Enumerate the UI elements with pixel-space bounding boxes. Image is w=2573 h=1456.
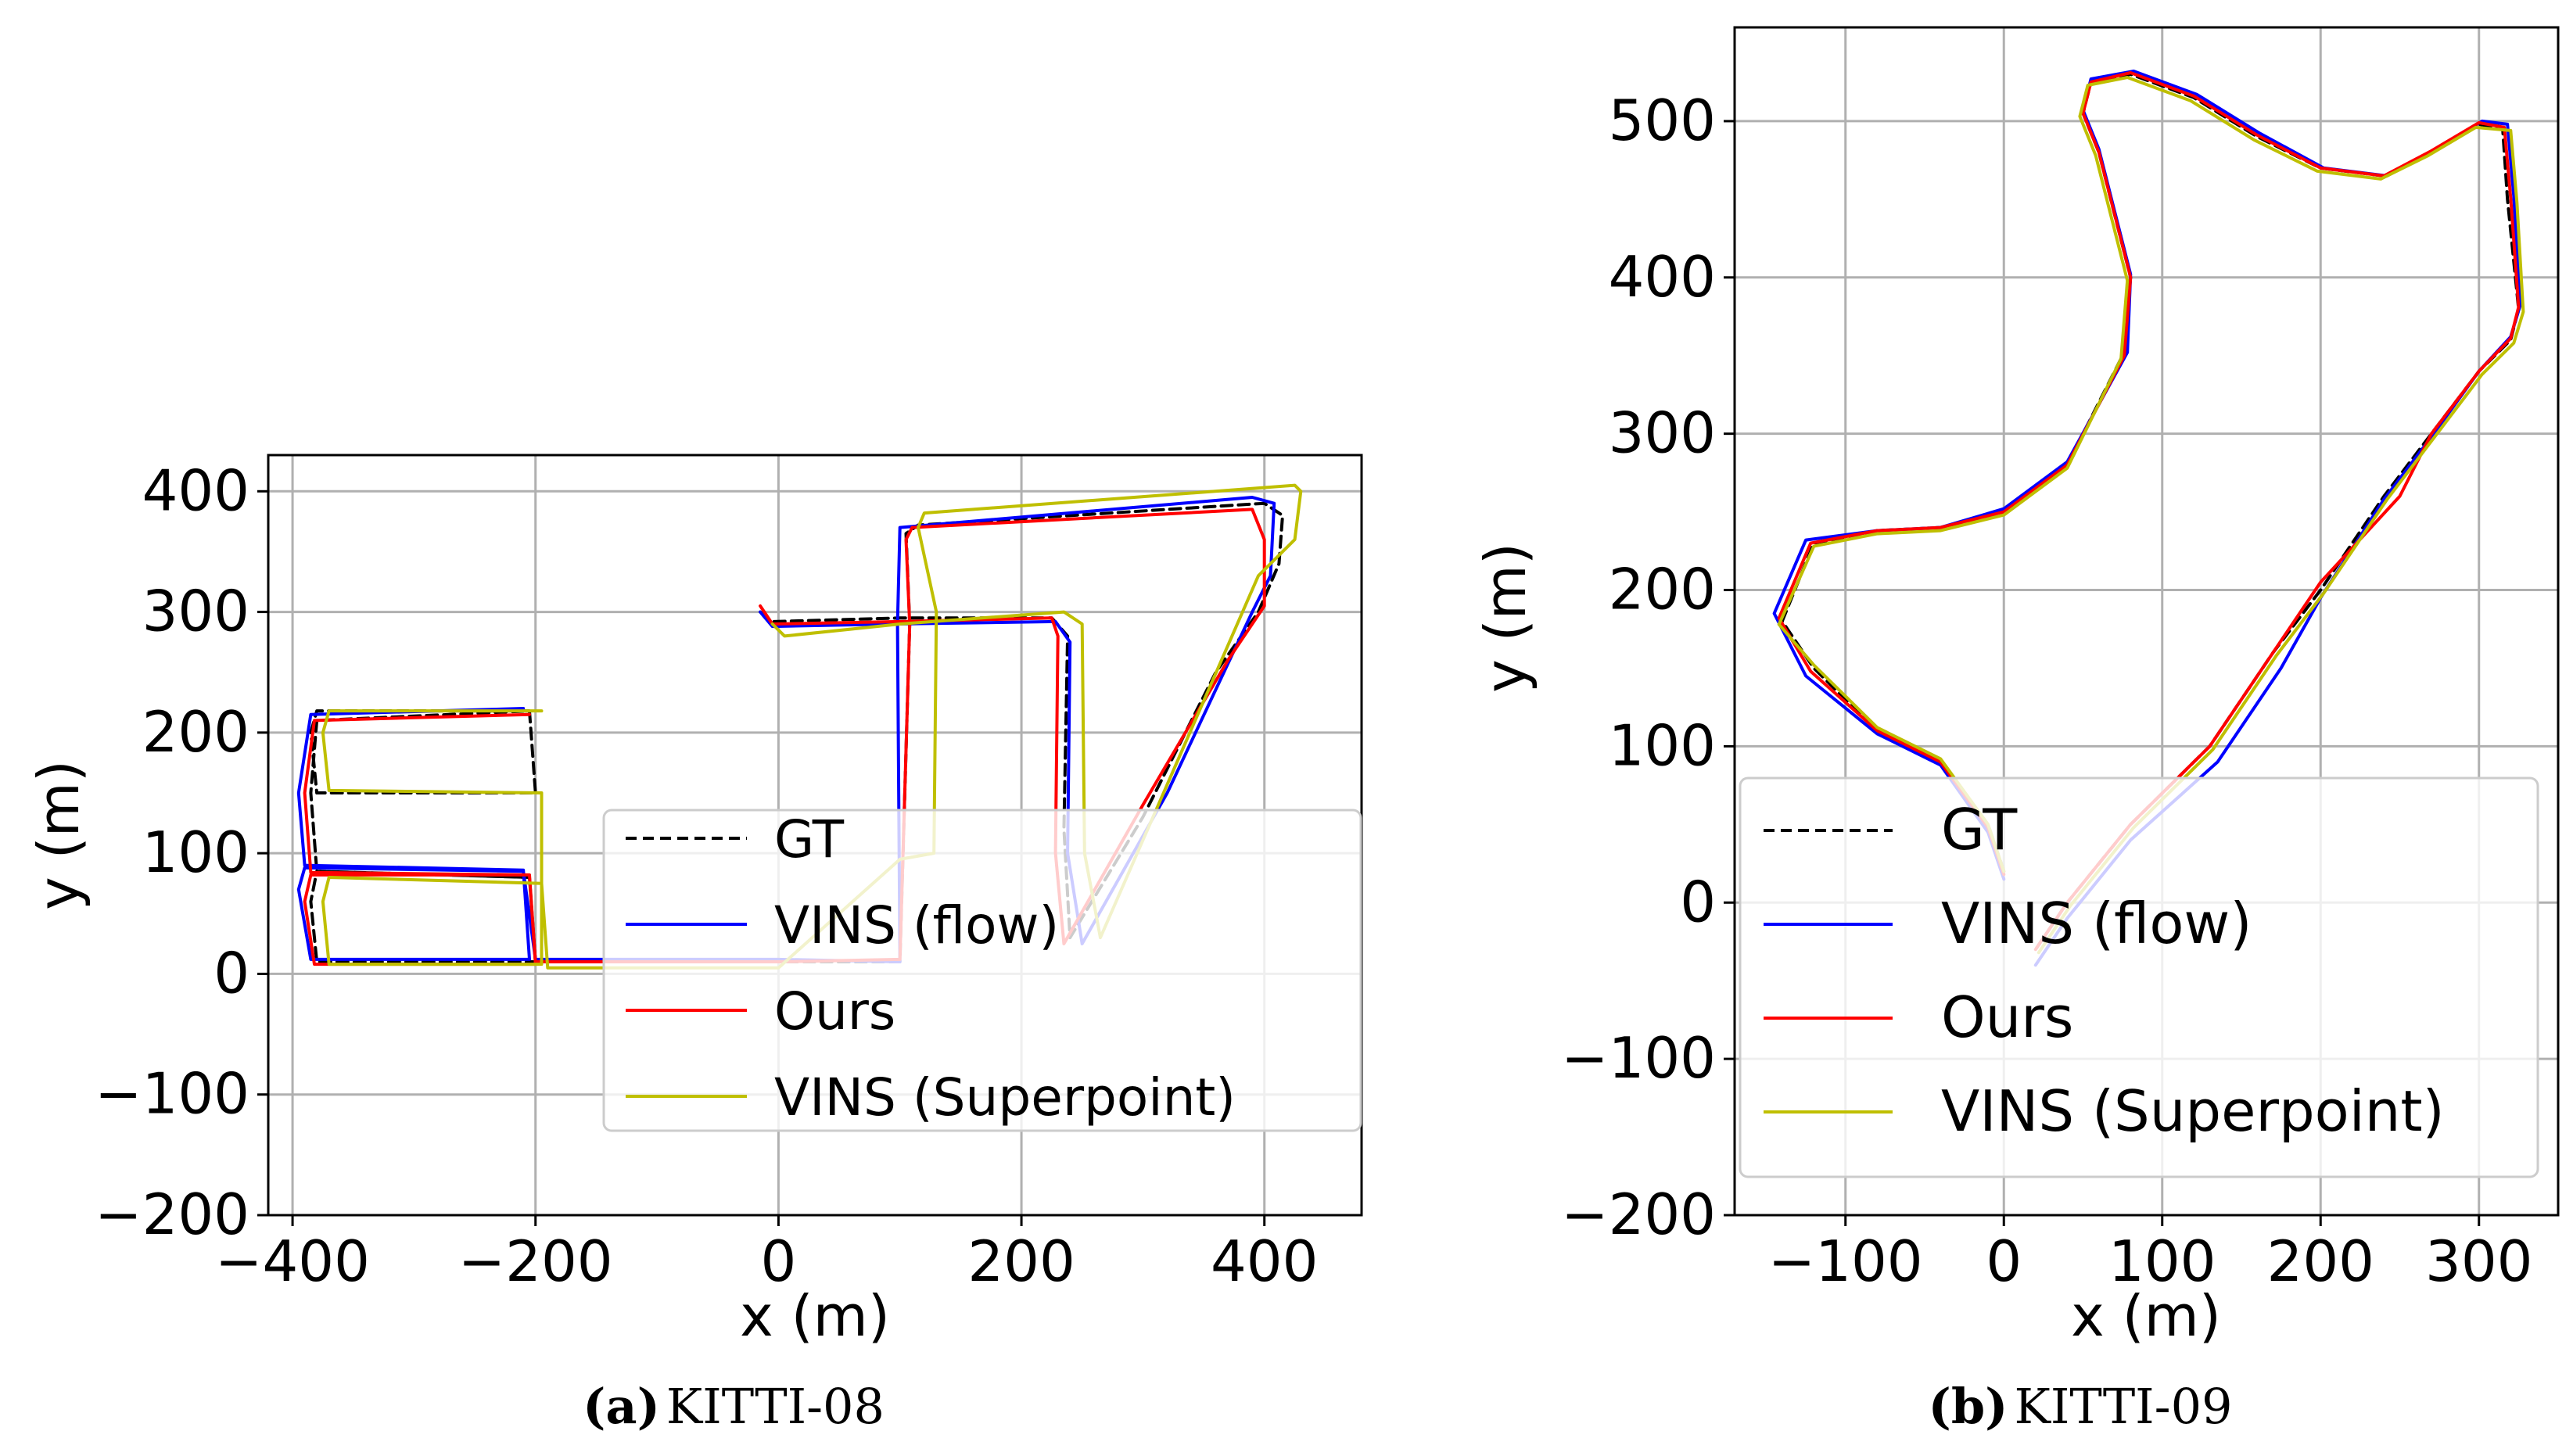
legend-label: VINS (Superpoint) xyxy=(774,1067,1236,1128)
x-tick-label: −400 xyxy=(215,1228,370,1294)
caption: (a) KITTI-08 xyxy=(583,1378,885,1435)
caption-text: KITTI-09 xyxy=(2015,1378,2233,1435)
y-tick-label: 100 xyxy=(1609,712,1716,778)
y-tick-label: 400 xyxy=(142,457,249,523)
series-line-ours xyxy=(1777,71,2521,952)
legend-frame xyxy=(602,809,1362,1132)
legend: GT VINS (flow) Ours VINS (Superpoint) xyxy=(602,809,1362,1132)
legend-label: VINS (flow) xyxy=(1941,891,2252,956)
x-tick-label: −200 xyxy=(458,1228,613,1294)
x-tick-label: 400 xyxy=(1211,1228,1318,1294)
y-tick-label: −100 xyxy=(1561,1025,1716,1091)
legend: GT VINS (flow) Ours VINS (Superpoint) xyxy=(1739,776,2539,1178)
x-axis-label: x (m) xyxy=(2071,1283,2221,1349)
legend-label: GT xyxy=(1941,797,2018,862)
series-line-ours xyxy=(303,507,1266,966)
y-tick-label: −100 xyxy=(95,1061,249,1127)
y-tick-label: 300 xyxy=(1609,400,1716,466)
legend-label: Ours xyxy=(1941,984,2073,1050)
y-tick-label: 0 xyxy=(1680,869,1716,934)
caption-letter: (a) xyxy=(583,1378,660,1435)
y-axis-label: y (m) xyxy=(1473,543,1538,693)
plot-frame xyxy=(1733,26,2560,1217)
x-tick-label: 100 xyxy=(2108,1228,2216,1294)
y-tick-label: 200 xyxy=(1609,557,1716,622)
caption: (b) KITTI-09 xyxy=(1928,1378,2232,1435)
y-tick-label: −200 xyxy=(1561,1182,1716,1247)
x-tick-label: 200 xyxy=(967,1228,1075,1294)
legend-frame xyxy=(1739,776,2539,1178)
y-tick-label: 500 xyxy=(1609,88,1716,153)
series-line-vins-superpoint xyxy=(1777,76,2525,955)
caption-text: KITTI-08 xyxy=(666,1378,885,1435)
series-line-vins-superpoint xyxy=(321,483,1303,970)
y-tick-label: 100 xyxy=(142,819,249,885)
y-tick-label: 200 xyxy=(142,699,249,765)
legend-label: Ours xyxy=(774,981,895,1042)
series-line-vins-flow xyxy=(1772,70,2522,967)
legend-label: VINS (Superpoint) xyxy=(1941,1078,2445,1144)
y-axis-label: y (m) xyxy=(26,760,92,910)
x-tick-label: 0 xyxy=(760,1228,796,1294)
legend-label: GT xyxy=(774,809,845,870)
y-tick-label: −200 xyxy=(95,1182,249,1247)
x-axis-label: x (m) xyxy=(740,1283,890,1349)
x-tick-label: 0 xyxy=(1986,1228,2022,1294)
chart-panel-kitti-09: −100 0 100 200 300 −200 −100 0 100 200 300 400 500 x… xyxy=(1473,26,2560,1435)
x-tick-label: 200 xyxy=(2267,1228,2374,1294)
tick-labels: −100 0 100 200 300 −200 −100 0 100 200 300 400 500 xyxy=(1561,88,2532,1294)
y-tick-label: 400 xyxy=(1609,244,1716,310)
y-tick-label: 300 xyxy=(142,579,249,644)
y-tick-label: 0 xyxy=(214,940,249,1006)
series-group xyxy=(1772,70,2525,967)
caption-letter: (b) xyxy=(1928,1378,2008,1435)
x-tick-label: −100 xyxy=(1768,1228,1923,1294)
legend-label: VINS (flow) xyxy=(774,895,1059,956)
x-tick-label: 300 xyxy=(2425,1228,2532,1294)
